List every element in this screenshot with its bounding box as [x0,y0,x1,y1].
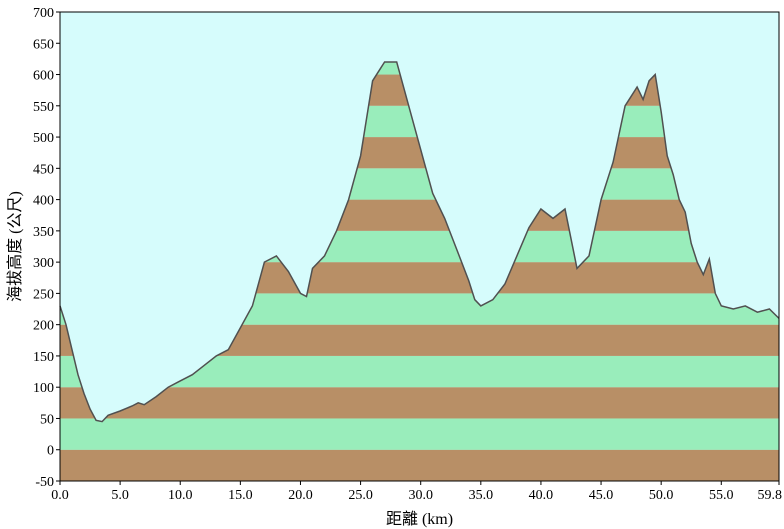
elevation-band [60,418,779,450]
sky-mask [60,12,779,422]
y-tick-label: -50 [35,475,54,490]
x-tick-label: 0.0 [51,488,69,503]
y-tick-label: 250 [33,287,54,302]
y-tick-label: 600 [33,69,54,84]
x-tick-label: 15.0 [228,488,253,503]
x-tick-label: 59.8 [758,488,783,503]
x-tick-label: 35.0 [469,488,494,503]
y-tick-label: 700 [33,6,54,21]
y-tick-label: 150 [33,350,54,365]
x-tick-label: 20.0 [288,488,313,503]
elevation-band [60,387,779,419]
y-tick-label: 0 [47,444,54,459]
elevation-band [60,449,779,481]
y-tick-label: 550 [33,100,54,115]
x-tick-label: 55.0 [709,488,734,503]
x-tick-label: 30.0 [408,488,433,503]
y-tick-label: 200 [33,319,54,334]
y-tick-label: 450 [33,162,54,177]
y-tick-label: 50 [40,412,54,427]
y-tick-label: 350 [33,225,54,240]
x-tick-label: 10.0 [168,488,193,503]
elevation-line [59,61,780,423]
plot-frame [59,11,780,482]
y-axis-title: 海拔高度 (公尺) [6,191,24,302]
y-tick-label: 500 [33,131,54,146]
x-tick-label: 5.0 [111,488,129,503]
x-tick-label: 45.0 [589,488,614,503]
y-tick-label: 650 [33,37,54,52]
x-tick-label: 50.0 [649,488,674,503]
x-tick-label: 25.0 [348,488,373,503]
x-axis-title: 距離 (km) [386,510,453,528]
x-tick-label: 40.0 [529,488,554,503]
y-tick-label: 300 [33,256,54,271]
y-tick-label: 100 [33,381,54,396]
y-tick-label: 400 [33,194,54,209]
